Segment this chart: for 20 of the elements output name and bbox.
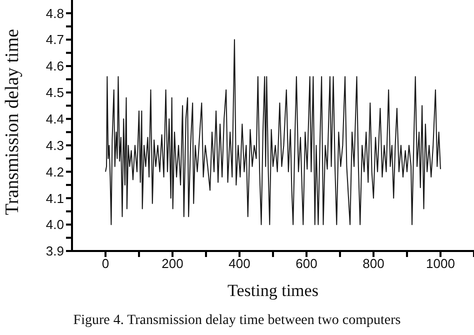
y-axis-title: Transmission delay time [1, 28, 24, 218]
x-tick-label: 600 [296, 256, 318, 272]
line-series [105, 39, 441, 226]
y-tick-label: 4.1 [46, 190, 64, 206]
y-tick-label: 4.2 [46, 164, 64, 180]
y-tick-label: 4.0 [46, 217, 64, 232]
y-tick-label: 4.5 [46, 85, 64, 100]
x-tick-label: 200 [162, 256, 184, 272]
x-axis-title: Testing times [226, 281, 320, 301]
x-tick-label: 1000 [426, 256, 455, 272]
caption: Figure 4. Transmission delay time between two computers [72, 313, 402, 329]
y-tick-label: 3.9 [46, 244, 64, 259]
x-tick-label: 0 [102, 256, 110, 272]
y-tick-label: 4.6 [46, 58, 64, 74]
x-tick-label: 800 [362, 256, 384, 272]
y-tick-label: 4.8 [46, 6, 64, 21]
y-tick-label: 4.3 [46, 138, 64, 153]
y-tick-label: 4.4 [46, 112, 64, 127]
y-tick-label: 4.7 [46, 32, 64, 48]
x-tick-label: 400 [228, 256, 250, 272]
